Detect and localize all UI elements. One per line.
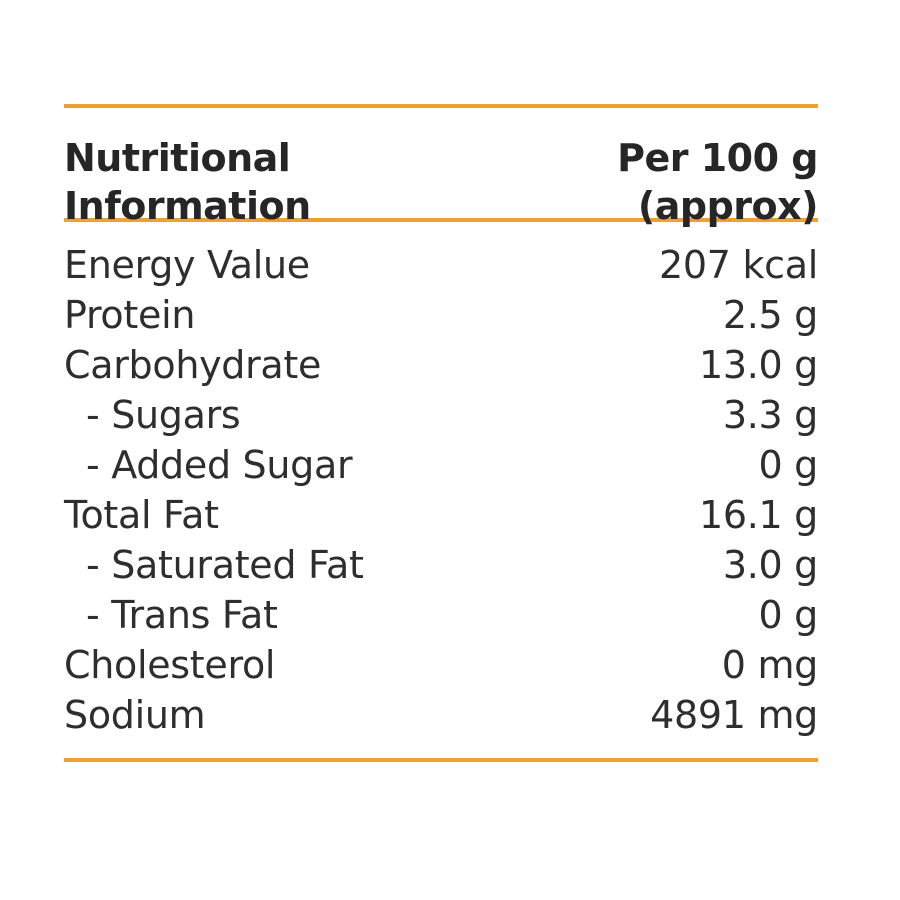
nutrient-label: - Saturated Fat [86, 543, 364, 587]
nutrient-row-saturated-fat: - Saturated Fat 3.0 g [64, 540, 818, 590]
nutrient-row-protein: Protein 2.5 g [64, 290, 818, 340]
nutrient-value: 0 g [758, 443, 819, 487]
nutrient-label: - Sugars [86, 393, 241, 437]
header-divider [64, 218, 818, 222]
nutrient-row-energy: Energy Value 207 kcal [64, 240, 818, 290]
header-serving-line1: Per 100 g [617, 136, 818, 180]
nutrient-row-added-sugar: - Added Sugar 0 g [64, 440, 818, 490]
nutrient-label: Energy Value [64, 243, 310, 287]
nutrient-row-sugars: - Sugars 3.3 g [64, 390, 818, 440]
nutrient-label: Cholesterol [64, 643, 276, 687]
header-title: Nutritional Information [64, 134, 311, 230]
nutrient-row-sodium: Sodium 4891 mg [64, 690, 818, 740]
nutrient-label: - Trans Fat [86, 593, 278, 637]
nutrient-row-trans-fat: - Trans Fat 0 g [64, 590, 818, 640]
nutrient-row-carbohydrate: Carbohydrate 13.0 g [64, 340, 818, 390]
nutrient-value: 2.5 g [722, 293, 818, 337]
top-divider [64, 104, 818, 108]
nutrient-label: Sodium [64, 693, 206, 737]
bottom-divider [64, 758, 818, 762]
nutrient-row-cholesterol: Cholesterol 0 mg [64, 640, 818, 690]
header-serving: Per 100 g (approx) [617, 134, 818, 230]
header-title-line1: Nutritional [64, 136, 291, 180]
nutrient-value: 207 kcal [659, 243, 818, 287]
table-header: Nutritional Information Per 100 g (appro… [64, 108, 818, 228]
nutrient-label: Protein [64, 293, 196, 337]
nutrient-value: 0 g [758, 593, 819, 637]
nutrient-value: 4891 mg [650, 693, 818, 737]
nutrient-row-total-fat: Total Fat 16.1 g [64, 490, 818, 540]
nutrient-label: - Added Sugar [86, 443, 353, 487]
nutrient-value: 13.0 g [698, 343, 818, 387]
nutrient-value: 0 mg [721, 643, 819, 687]
nutrient-value: 3.3 g [722, 393, 818, 437]
header-title-line2: Information [64, 184, 311, 228]
nutrient-label: Total Fat [64, 493, 219, 537]
nutrient-value: 16.1 g [698, 493, 818, 537]
header-serving-line2: (approx) [637, 184, 819, 228]
nutrient-label: Carbohydrate [64, 343, 322, 387]
nutrient-value: 3.0 g [722, 543, 818, 587]
nutrient-list: Energy Value 207 kcal Protein 2.5 g Carb… [64, 222, 818, 758]
nutrition-facts-panel: Nutritional Information Per 100 g (appro… [64, 104, 818, 762]
